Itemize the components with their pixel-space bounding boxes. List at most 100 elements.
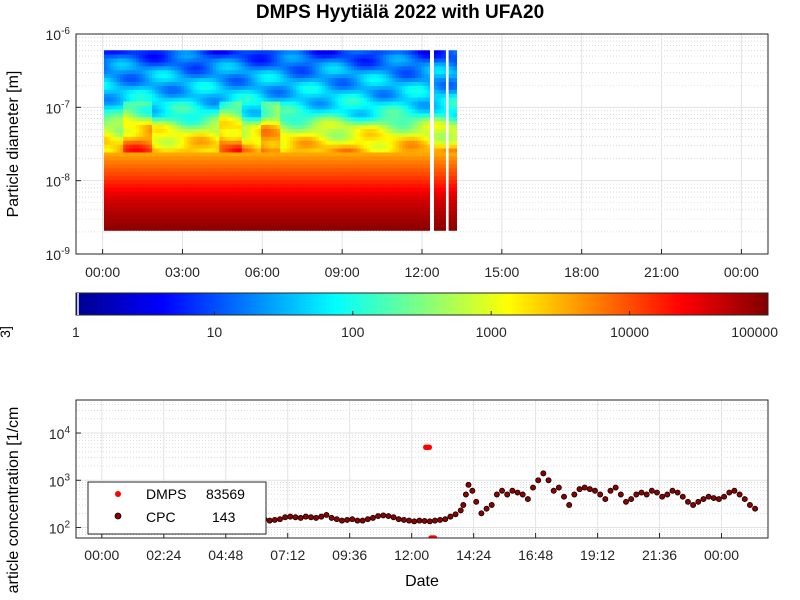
- heatmap-cell: [203, 199, 207, 204]
- heatmap-cell: [405, 105, 409, 110]
- heatmap-cell: [309, 187, 313, 192]
- heatmap-cell: [241, 128, 246, 133]
- heatmap-cell: [440, 179, 445, 184]
- heatmap-cell: [241, 195, 246, 200]
- heatmap-cell: [446, 58, 451, 63]
- heatmap-cell: [232, 65, 236, 71]
- heatmap-cell: [414, 187, 419, 192]
- heatmap-cell: [196, 191, 201, 196]
- heatmap-cell: [334, 144, 339, 149]
- heatmap-cell: [206, 89, 211, 94]
- heatmap-cell: [251, 159, 256, 165]
- heatmap-cell: [222, 148, 227, 153]
- heatmap-cell: [132, 222, 137, 227]
- heatmap-cell: [373, 218, 377, 223]
- heatmap-cell: [216, 116, 220, 122]
- heatmap-cell: [267, 73, 272, 79]
- heatmap-cell: [209, 199, 214, 204]
- heatmap-cell: [238, 116, 243, 122]
- heatmap-cell: [174, 97, 179, 102]
- heatmap-cell: [241, 179, 246, 184]
- heatmap-cell: [309, 109, 313, 114]
- heatmap-cell: [110, 191, 114, 196]
- heatmap-cell: [273, 187, 278, 192]
- heatmap-cell: [363, 65, 368, 71]
- heatmap-cell: [174, 191, 179, 196]
- heatmap-cell: [148, 77, 153, 82]
- heatmap-cell: [289, 214, 294, 220]
- heatmap-cell: [261, 69, 265, 75]
- heatmap-cell: [238, 132, 243, 137]
- heatmap-cell: [382, 54, 387, 59]
- heatmap-cell: [321, 187, 326, 192]
- heatmap-cell: [190, 152, 195, 157]
- heatmap-cell: [206, 140, 211, 145]
- heatmap-cell: [392, 112, 397, 118]
- heatmap-cell: [414, 179, 419, 184]
- heatmap-cell: [116, 199, 121, 204]
- heatmap-cell: [379, 120, 384, 126]
- heatmap-cell: [309, 136, 313, 141]
- heatmap-cell: [373, 65, 377, 71]
- heatmap-cell: [273, 93, 278, 98]
- heatmap-cell: [309, 85, 313, 90]
- heatmap-cell: [251, 152, 256, 157]
- heatmap-cell: [193, 187, 198, 192]
- heatmap-cell: [347, 93, 352, 98]
- heatmap-cell: [411, 155, 416, 161]
- heatmap-cell: [190, 128, 195, 133]
- heatmap-cell: [357, 183, 361, 188]
- heatmap-cell: [363, 62, 368, 67]
- heatmap-cell: [331, 159, 336, 165]
- heatmap-cell: [437, 93, 441, 98]
- heatmap-cell: [245, 58, 249, 63]
- heatmap-cell: [184, 140, 188, 145]
- heatmap-cell: [277, 179, 281, 184]
- heatmap-cell: [107, 167, 111, 173]
- heatmap-cell: [283, 226, 288, 231]
- heatmap-cell: [139, 163, 143, 169]
- heatmap-cell: [453, 167, 457, 173]
- heatmap-cell: [257, 112, 262, 118]
- heatmap-cell: [347, 159, 352, 165]
- heatmap-cell: [251, 85, 256, 90]
- heatmap-cell: [373, 93, 377, 98]
- heatmap-cell: [315, 116, 320, 122]
- heatmap-cell: [126, 148, 130, 153]
- heatmap-cell: [139, 171, 143, 176]
- heatmap-cell: [145, 163, 150, 169]
- heatmap-cell: [315, 105, 320, 110]
- heatmap-cell: [257, 191, 262, 196]
- heatmap-cell: [264, 199, 268, 204]
- heatmap-cell: [238, 73, 243, 79]
- heatmap-cell: [450, 85, 454, 90]
- heatmap-cell: [216, 93, 220, 98]
- heatmap-cell: [402, 77, 406, 82]
- heatmap-cell: [216, 58, 220, 63]
- heatmap-cell: [382, 171, 387, 176]
- heatmap-cell: [196, 65, 201, 71]
- heatmap-cell: [315, 109, 320, 114]
- heatmap-cell: [360, 183, 365, 188]
- heatmap-cell: [341, 175, 345, 180]
- heatmap-cell: [280, 89, 284, 94]
- heatmap-cell: [443, 191, 448, 196]
- heatmap-cell: [206, 120, 211, 126]
- heatmap-cell: [241, 199, 246, 204]
- heatmap-cell: [408, 132, 413, 137]
- heatmap-cell: [225, 199, 230, 204]
- heatmap-cell: [386, 163, 390, 169]
- heatmap-cell: [405, 148, 409, 153]
- heatmap-cell: [267, 101, 272, 106]
- heatmap-cell: [446, 89, 451, 94]
- heatmap-cell: [248, 218, 252, 223]
- heatmap-cell: [363, 109, 368, 114]
- heatmap-cell: [209, 140, 214, 145]
- heatmap-cell: [328, 62, 332, 67]
- heatmap-cell: [235, 175, 239, 180]
- heatmap-cell: [386, 222, 390, 227]
- heatmap-cell: [193, 136, 198, 141]
- heatmap-cell: [267, 120, 272, 126]
- heatmap-cell: [363, 152, 368, 157]
- heatmap-cell: [382, 183, 387, 188]
